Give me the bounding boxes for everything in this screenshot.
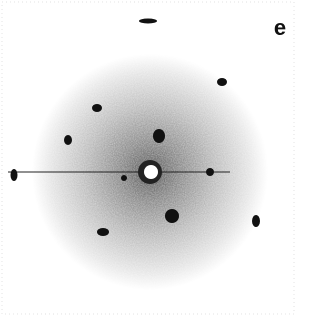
spot — [139, 19, 157, 24]
diffraction-image: e — [0, 0, 296, 316]
spot — [165, 209, 179, 223]
spot — [64, 135, 72, 145]
spot — [252, 215, 260, 227]
grain — [0, 0, 296, 316]
page: {"label": "e"} e (() => { const dat — [0, 0, 296, 316]
spot — [153, 129, 165, 143]
spot — [206, 168, 214, 176]
panel-label: e — [274, 15, 286, 40]
spot — [97, 228, 109, 236]
central-spot — [144, 165, 158, 179]
spot — [92, 104, 102, 112]
spot — [217, 78, 227, 86]
spot — [121, 175, 127, 181]
spot — [11, 169, 18, 181]
